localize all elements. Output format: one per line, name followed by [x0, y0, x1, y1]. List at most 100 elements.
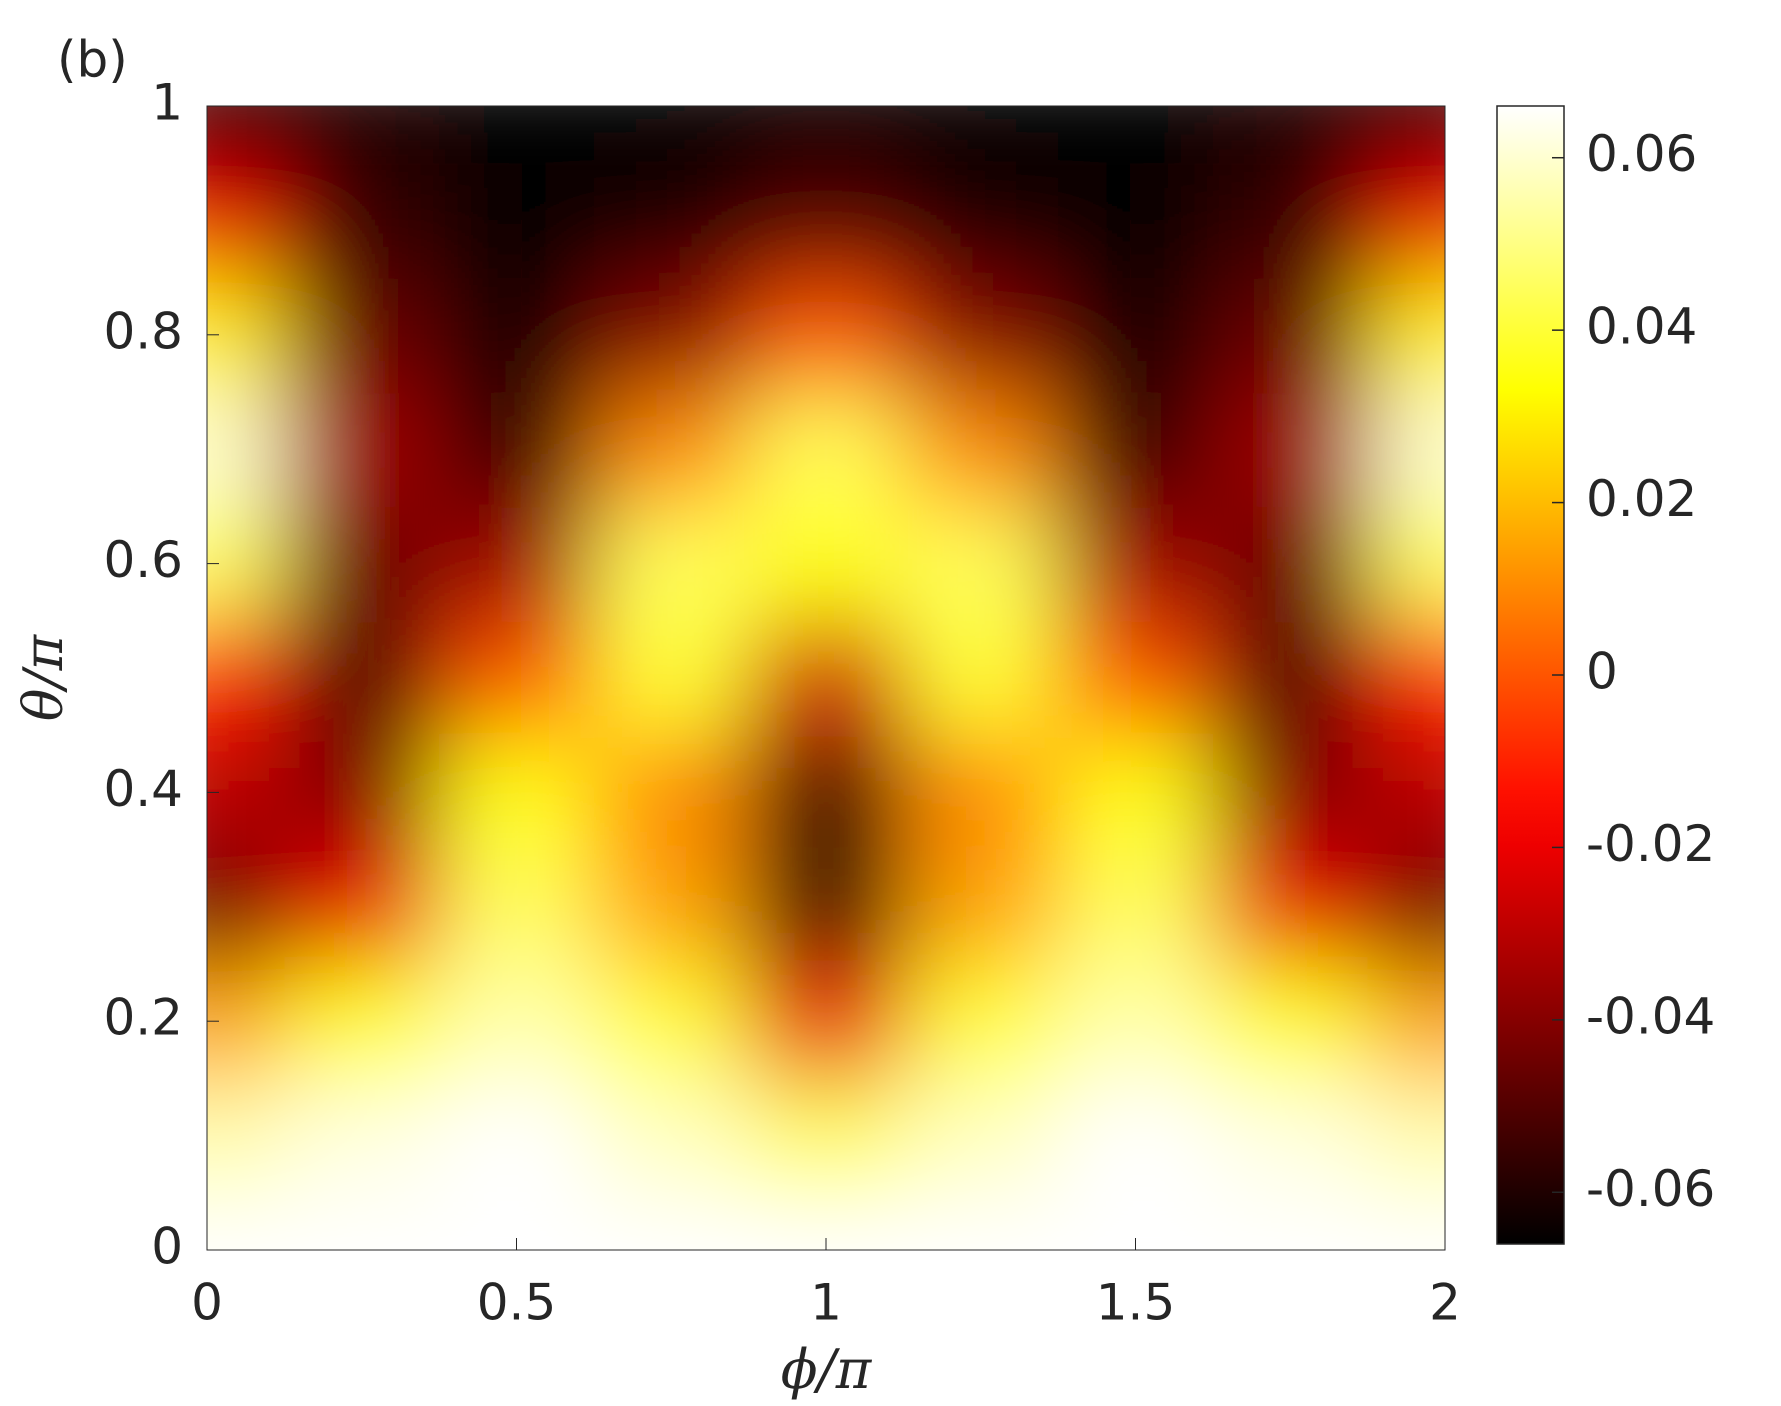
- heatmap-cell: [903, 1078, 1060, 1194]
- heatmap-cell: [1058, 620, 1214, 737]
- heatmap-cell: [1058, 1078, 1214, 1194]
- heatmap-cell: [903, 506, 1060, 622]
- heatmap-cell: [1212, 964, 1369, 1080]
- heatmap-cell: [903, 849, 1060, 965]
- x-axis-label: ϕ/π: [781, 1338, 873, 1401]
- heatmap-cell: [1367, 735, 1445, 851]
- heatmap-cell: [1212, 849, 1369, 965]
- y-tick-label: 0.8: [103, 302, 183, 360]
- heatmap-cell: [1212, 1078, 1369, 1194]
- heatmap-cell: [903, 1192, 1060, 1250]
- x-tick-label: 0.5: [477, 1274, 557, 1332]
- heatmap: [207, 106, 1445, 1250]
- heatmap-cell: [207, 964, 286, 1080]
- heatmap-cell: [593, 163, 750, 279]
- heatmap-cell: [1367, 277, 1445, 393]
- y-tick-label: 1: [151, 74, 183, 132]
- heatmap-cell: [207, 163, 286, 279]
- y-tick-label: 0.6: [103, 531, 183, 589]
- heatmap-cell: [748, 849, 905, 965]
- heatmap-cell: [284, 964, 441, 1080]
- heatmap-cell: [439, 964, 595, 1080]
- heatmap-cell: [903, 964, 1060, 1080]
- heatmap-cell: [1058, 964, 1214, 1080]
- y-axis-label: θ/π: [12, 633, 75, 721]
- heatmap-cell: [748, 1078, 905, 1194]
- x-tick-label: 0: [191, 1274, 223, 1332]
- x-tick-label: 2: [1429, 1274, 1461, 1332]
- x-tick-label: 1: [810, 1274, 842, 1332]
- heatmap-cell: [1367, 163, 1445, 279]
- y-tick-label: 0.4: [103, 760, 183, 818]
- heatmap-cell: [439, 1078, 595, 1194]
- colorbar-tick-label: -0.06: [1586, 1160, 1715, 1218]
- heatmap-cell: [439, 277, 595, 393]
- heatmap-cell: [1058, 392, 1214, 508]
- heatmap-cell: [1367, 620, 1445, 737]
- heatmap-cell: [207, 277, 286, 393]
- heatmap-cell: [1058, 735, 1214, 851]
- heatmap-cell: [284, 849, 441, 965]
- colorbar-tick-label: 0.02: [1586, 470, 1697, 528]
- heatmap-cell: [207, 1192, 286, 1250]
- heatmap-cell: [207, 849, 286, 965]
- heatmap-cell: [593, 392, 750, 508]
- heatmap-cell: [1212, 163, 1369, 279]
- heatmap-cell: [284, 392, 441, 508]
- heatmap-cell: [439, 106, 595, 165]
- heatmap-cell: [207, 735, 286, 851]
- colorbar-tick-label: -0.02: [1586, 815, 1715, 873]
- heatmap-cell: [748, 392, 905, 508]
- heatmap-cell: [903, 620, 1060, 737]
- heatmap-cell: [903, 392, 1060, 508]
- heatmap-cell: [284, 506, 441, 622]
- heatmap-cell: [593, 277, 750, 393]
- heatmap-cell: [1212, 506, 1369, 622]
- heatmap-cell: [284, 620, 441, 737]
- heatmap-cell: [748, 620, 905, 737]
- heatmap-cell: [439, 735, 595, 851]
- heatmap-cell: [748, 735, 905, 851]
- heatmap-cell: [1058, 106, 1214, 165]
- heatmap-cell: [1212, 1192, 1369, 1250]
- heatmap-cell: [748, 964, 905, 1080]
- heatmap-cell: [1058, 506, 1214, 622]
- y-tick-label: 0.2: [103, 989, 183, 1047]
- heatmap-cell: [284, 735, 441, 851]
- heatmap-cell: [903, 163, 1060, 279]
- heatmap-cell: [284, 106, 441, 165]
- heatmap-cell: [903, 106, 1060, 165]
- plot-area: [207, 106, 1445, 1250]
- heatmap-cell: [1058, 849, 1214, 965]
- heatmap-cell: [439, 620, 595, 737]
- heatmap-cell: [593, 1192, 750, 1250]
- colorbar-tick-label: 0.04: [1586, 298, 1697, 356]
- heatmap-cell: [903, 277, 1060, 393]
- heatmap-cell: [207, 620, 286, 737]
- heatmap-cell: [1058, 163, 1214, 279]
- heatmap-cell: [1367, 849, 1445, 965]
- heatmap-cell: [207, 106, 286, 165]
- heatmap-cell: [748, 106, 905, 165]
- heatmap-cell: [593, 849, 750, 965]
- heatmap-cell: [1212, 106, 1369, 165]
- heatmap-cell: [1212, 392, 1369, 508]
- heatmap-cell: [1367, 1078, 1445, 1194]
- heatmap-cell: [284, 1078, 441, 1194]
- colorbar-tick-label: 0: [1586, 643, 1618, 701]
- heatmap-cell: [593, 506, 750, 622]
- heatmap-cell: [1367, 506, 1445, 622]
- heatmap-cell: [1212, 735, 1369, 851]
- heatmap-cell: [439, 506, 595, 622]
- heatmap-cell: [903, 735, 1060, 851]
- heatmap-cell: [593, 620, 750, 737]
- heatmap-cell: [1212, 620, 1369, 737]
- heatmap-cell: [1058, 277, 1214, 393]
- heatmap-cell: [748, 277, 905, 393]
- heatmap-cell: [284, 1192, 441, 1250]
- heatmap-cell: [439, 163, 595, 279]
- heatmap-cell: [593, 1078, 750, 1194]
- heatmap-cell: [1212, 277, 1369, 393]
- heatmap-cell: [748, 506, 905, 622]
- heatmap-cell: [593, 106, 750, 165]
